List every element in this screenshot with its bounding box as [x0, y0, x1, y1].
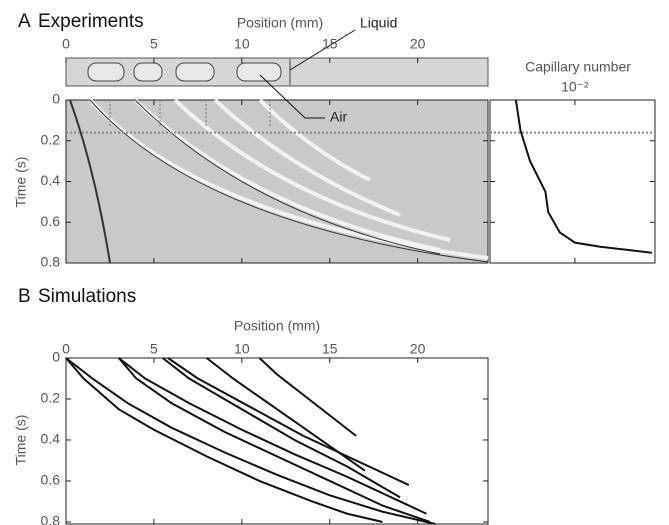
data-line: [167, 357, 410, 486]
panel-title: Simulations: [38, 286, 136, 307]
x-tick-label: 5: [150, 341, 158, 357]
y-tick-label: 0: [52, 91, 60, 107]
x-tick-label: 20: [410, 341, 426, 357]
annotation: Air: [330, 109, 347, 125]
y-tick-label: 0.8: [41, 254, 61, 270]
y-tick-label: 0: [52, 349, 60, 365]
y-tick-label: 0.6: [41, 213, 61, 229]
y-axis-label: Time (s): [13, 157, 29, 208]
panel-label: B: [18, 286, 31, 307]
y-tick-label: 0.2: [41, 131, 61, 147]
data-line: [65, 357, 383, 523]
data-line: [162, 357, 401, 499]
x-tick-label: 0: [62, 36, 70, 52]
arrow: [259, 74, 325, 119]
x-tick-label: 15: [322, 341, 338, 357]
x-axis-label: Position (mm): [237, 15, 323, 31]
x-tick-label: 10⁻²: [561, 79, 589, 95]
x-tick-label: 5: [150, 36, 158, 52]
channel-photo: [65, 57, 489, 87]
panel-label: A: [18, 11, 31, 32]
y-tick-label: 0.2: [41, 390, 61, 406]
y-tick-label: 0.4: [41, 431, 61, 447]
arrow: [289, 29, 356, 71]
data-line: [514, 99, 653, 254]
kymograph-image: [65, 98, 489, 264]
data-line: [118, 357, 427, 515]
x-tick-label: 15: [322, 36, 338, 52]
data-line: [206, 357, 366, 472]
y-axis-label: Time (s): [13, 415, 29, 466]
panel-title: Experiments: [38, 11, 144, 32]
x-axis-label: Capillary number: [525, 59, 631, 75]
data-line: [258, 357, 357, 437]
sim-frame: [65, 357, 489, 525]
y-tick-label: 0.8: [41, 513, 61, 525]
y-tick-label: 0.4: [41, 172, 61, 188]
data-line: [117, 357, 431, 523]
x-tick-label: 10: [234, 36, 250, 52]
x-tick-label: 0: [62, 341, 70, 357]
x-axis-label: Position (mm): [234, 318, 320, 334]
ca-frame: [489, 99, 656, 264]
y-tick-label: 0.6: [41, 472, 61, 488]
annotation: Liquid: [360, 15, 397, 31]
x-tick-label: 20: [410, 36, 426, 52]
data-line: [65, 357, 436, 525]
x-tick-label: 10: [234, 341, 250, 357]
